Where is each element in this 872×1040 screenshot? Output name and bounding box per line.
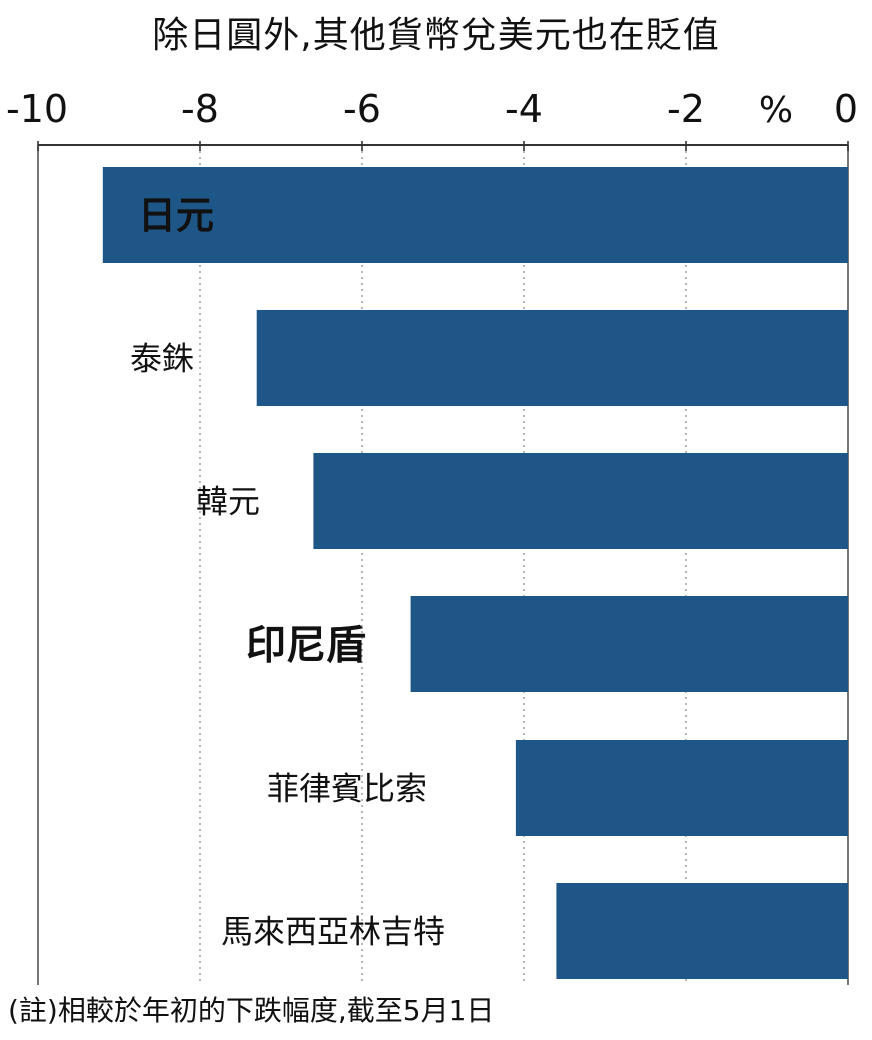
category-label-0: 日元 [138, 194, 214, 238]
category-label-3: 印尼盾 [246, 622, 366, 668]
chart-title: 除日圓外,其他貨幣兌美元也在貶值 [152, 15, 720, 56]
category-label-5: 馬來西亞林吉特 [221, 913, 445, 951]
bar-4 [515, 740, 848, 836]
x-tick-label-5: 0 [834, 87, 858, 131]
chart-note: (註)相較於年初的下跌幅度,截至5月1日 [8, 994, 495, 1027]
bars [102, 167, 849, 979]
x-tick-label-4: -2 [667, 87, 705, 131]
unit-label: % [759, 90, 793, 131]
bar-3 [410, 596, 848, 692]
axis-ticks: -10 -8 -6 -4 -2 0% [6, 87, 858, 151]
bar-5 [556, 883, 848, 979]
x-tick-label-0: -10 [6, 87, 68, 131]
x-tick-label-2: -6 [343, 87, 381, 131]
category-label-1: 泰銖 [130, 340, 194, 378]
x-tick-label-1: -8 [181, 87, 219, 131]
category-label-2: 韓元 [196, 483, 260, 521]
category-label-4: 菲律賓比索 [267, 770, 427, 808]
bar-1 [256, 310, 848, 406]
bar-2 [313, 453, 848, 549]
x-tick-label-3: -4 [505, 87, 543, 131]
grid-lines [37, 145, 849, 985]
bar-0 [102, 167, 849, 263]
